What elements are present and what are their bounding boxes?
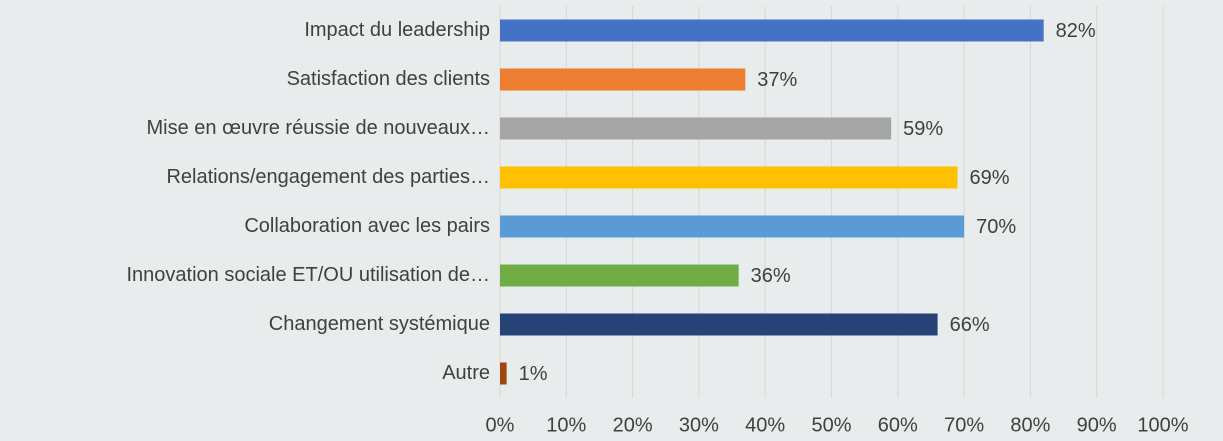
x-tick-label: 0% bbox=[486, 414, 515, 436]
x-tick-label: 80% bbox=[1010, 414, 1050, 436]
y-tick-label: Impact du leadership bbox=[304, 19, 490, 41]
data-label: 37% bbox=[757, 69, 797, 91]
x-tick-label: 40% bbox=[745, 414, 785, 436]
data-label: 69% bbox=[969, 167, 1009, 189]
x-tick-label: 10% bbox=[546, 414, 586, 436]
data-label: 36% bbox=[751, 265, 791, 287]
bar bbox=[500, 68, 746, 91]
y-tick-label: Collaboration avec les pairs bbox=[244, 215, 490, 237]
y-tick-label: Mise en œuvre réussie de nouveaux… bbox=[147, 117, 491, 139]
y-tick-label: Changement systémique bbox=[269, 313, 490, 335]
bar bbox=[500, 117, 892, 140]
y-tick-label: Relations/engagement des parties… bbox=[166, 166, 490, 188]
x-tick-label: 30% bbox=[679, 414, 719, 436]
x-tick-label: 50% bbox=[811, 414, 851, 436]
x-tick-label: 60% bbox=[878, 414, 918, 436]
x-tick-label: 100% bbox=[1137, 414, 1188, 436]
data-label: 82% bbox=[1056, 20, 1096, 42]
x-tick-label: 70% bbox=[944, 414, 984, 436]
bar bbox=[500, 313, 938, 336]
x-tick-label: 90% bbox=[1077, 414, 1117, 436]
bar bbox=[500, 264, 739, 287]
bar bbox=[500, 215, 965, 238]
y-tick-label: Innovation sociale ET/OU utilisation de… bbox=[126, 264, 490, 286]
bar bbox=[500, 19, 1044, 42]
data-label: 66% bbox=[950, 314, 990, 336]
data-label: 70% bbox=[976, 216, 1016, 238]
bar bbox=[500, 166, 958, 189]
x-tick-label: 20% bbox=[613, 414, 653, 436]
data-label: 1% bbox=[519, 363, 548, 385]
y-tick-label: Autre bbox=[442, 362, 490, 384]
bar bbox=[500, 362, 507, 385]
data-label: 59% bbox=[903, 118, 943, 140]
y-tick-label: Satisfaction des clients bbox=[287, 68, 490, 90]
